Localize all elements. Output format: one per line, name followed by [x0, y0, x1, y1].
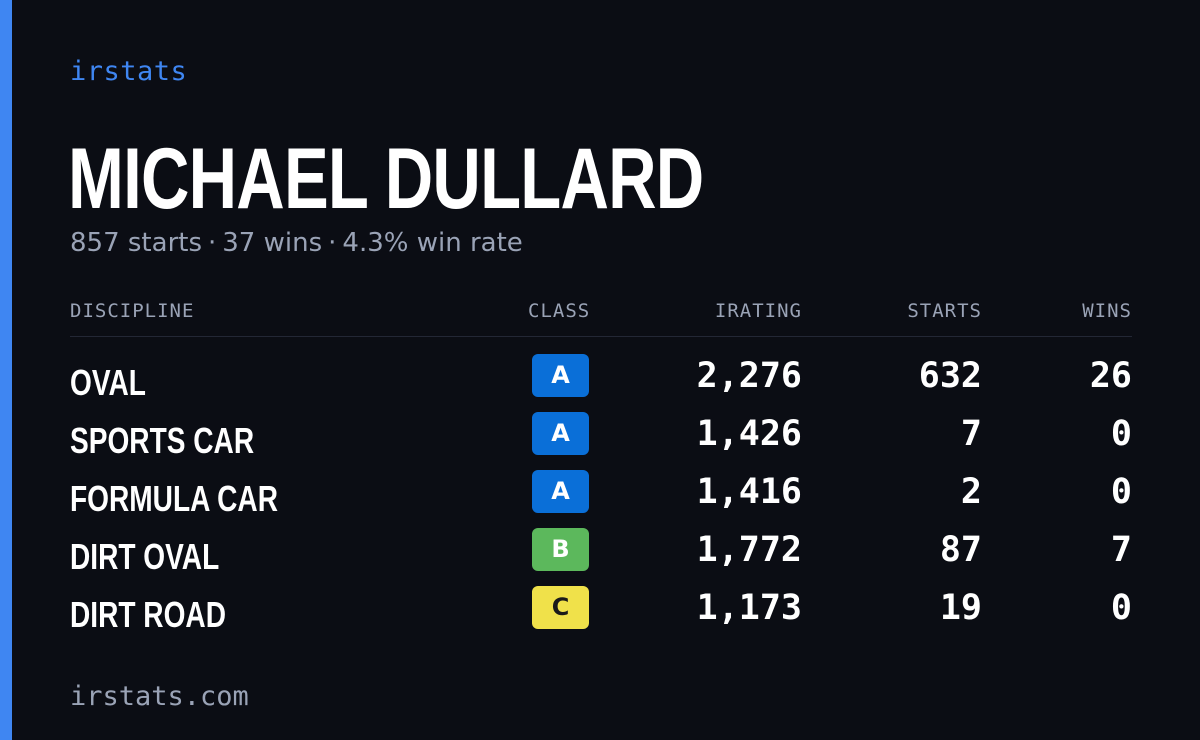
starts-value: 632 — [918, 356, 982, 396]
wins-value: 0 — [1110, 472, 1132, 512]
footer-url[interactable]: irstats.com — [70, 681, 249, 712]
license-table: DISCIPLINE CLASS IRATING STARTS WINS OVA… — [70, 296, 1132, 644]
wins-value: 0 — [1110, 588, 1132, 628]
header-irating: IRATING — [714, 300, 802, 322]
starts-value: 19 — [939, 588, 982, 628]
header-discipline: DISCIPLINE — [70, 300, 195, 322]
brand-logo: irstats — [70, 56, 188, 87]
player-summary: 857 starts · 37 wins · 4.3% win rate — [70, 228, 523, 258]
header-class: CLASS — [528, 300, 591, 322]
total-starts: 857 starts — [70, 228, 202, 258]
wins-value: 26 — [1089, 356, 1132, 396]
wins-value: 7 — [1110, 530, 1132, 570]
win-rate: 4.3% win rate — [342, 228, 523, 258]
table-body: OVAL A 2,276 632 26 SPORTS CAR A 1,426 7… — [70, 354, 1132, 644]
summary-separator: · — [328, 228, 337, 258]
discipline-name: SPORTS CAR — [70, 420, 255, 461]
table-row: DIRT OVAL B 1,772 87 7 — [70, 528, 1132, 586]
class-badge: A — [532, 354, 589, 397]
class-badge: A — [532, 470, 589, 513]
discipline-name: OVAL — [70, 362, 146, 403]
starts-value: 87 — [939, 530, 982, 570]
starts-value: 2 — [960, 472, 982, 512]
player-name: MICHAEL DULLARD — [68, 131, 704, 227]
class-badge: A — [532, 412, 589, 455]
irating-value: 2,276 — [696, 356, 802, 396]
irating-value: 1,426 — [696, 414, 802, 454]
irating-value: 1,772 — [696, 530, 802, 570]
table-header: DISCIPLINE CLASS IRATING STARTS WINS — [70, 296, 1132, 337]
accent-bar — [0, 0, 12, 740]
class-badge: B — [532, 528, 589, 571]
wins-value: 0 — [1110, 414, 1132, 454]
discipline-name: FORMULA CAR — [70, 478, 278, 519]
table-row: DIRT ROAD C 1,173 19 0 — [70, 586, 1132, 644]
table-row: SPORTS CAR A 1,426 7 0 — [70, 412, 1132, 470]
discipline-name: DIRT OVAL — [70, 536, 220, 577]
class-badge: C — [532, 586, 589, 629]
discipline-name: DIRT ROAD — [70, 594, 226, 635]
starts-value: 7 — [960, 414, 982, 454]
irating-value: 1,173 — [696, 588, 802, 628]
summary-separator: · — [208, 228, 217, 258]
header-starts: STARTS — [907, 300, 982, 322]
total-wins: 37 wins — [222, 228, 323, 258]
irating-value: 1,416 — [696, 472, 802, 512]
table-row: OVAL A 2,276 632 26 — [70, 354, 1132, 412]
header-wins: WINS — [1082, 300, 1132, 322]
table-row: FORMULA CAR A 1,416 2 0 — [70, 470, 1132, 528]
